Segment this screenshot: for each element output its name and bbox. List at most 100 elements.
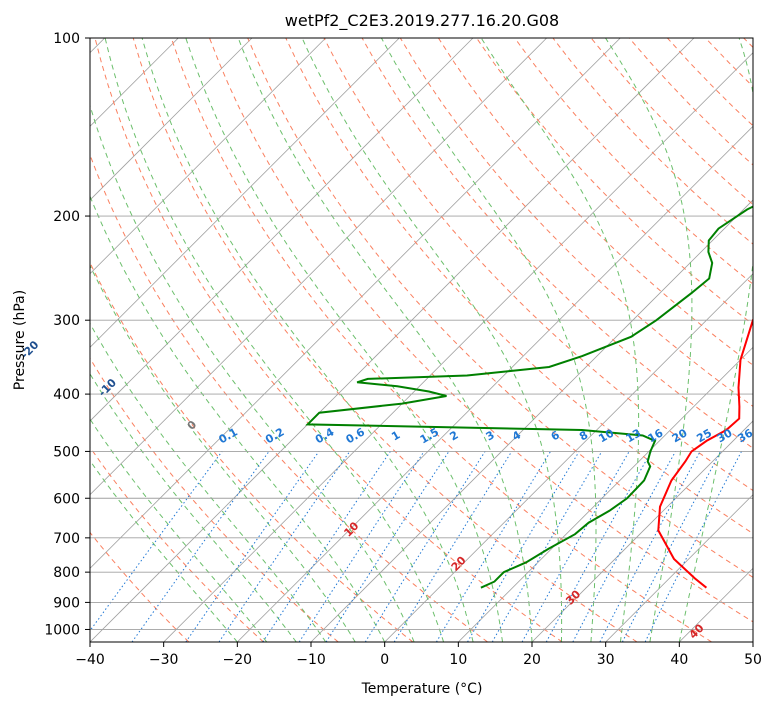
mixing-ratio-label: 3: [484, 428, 497, 443]
mixing-ratio-label: 1: [389, 428, 402, 443]
x-tick-label: −20: [223, 652, 253, 668]
dry-adiabat-line: [437, 38, 753, 366]
y-tick-label: 300: [53, 313, 80, 329]
x-tick-label: 10: [449, 652, 467, 668]
mixing-ratio-line: [521, 451, 630, 642]
dry-adiabat-line: [90, 357, 339, 642]
dry-adiabat-line: [170, 38, 712, 642]
isotherm-line: [458, 346, 753, 642]
mixing-ratio-line: [393, 451, 513, 642]
mixing-ratio-label: 25: [694, 426, 714, 445]
moist-adiabat-line: [301, 38, 563, 642]
mixing-ratio-line: [621, 451, 722, 642]
dewpoint-profile: [305, 205, 753, 589]
y-tick-label: 500: [53, 444, 80, 460]
moist-adiabat-line: [90, 418, 268, 642]
isotherm-line: [752, 641, 753, 642]
dry-adiabat-line: [94, 38, 563, 642]
x-tick-label: 50: [744, 652, 762, 668]
isotherm-line: [90, 38, 253, 201]
moist-adiabat-line: [605, 38, 693, 642]
temperature-profile: [657, 318, 753, 589]
isotherm-line: [679, 567, 753, 642]
y-tick-label: 900: [53, 595, 80, 611]
mixing-ratio-line: [364, 451, 486, 642]
mixing-ratio-label: 0.1: [216, 425, 239, 446]
x-tick-label: −40: [75, 652, 105, 668]
dry-adiabat-line: [90, 261, 414, 642]
dry-adiabat-label: 0: [185, 418, 200, 433]
y-tick-label: 800: [53, 565, 80, 581]
mixing-ratio-line: [435, 451, 552, 642]
mixing-ratio-label: 13: [624, 426, 644, 445]
x-tick-label: 20: [523, 652, 541, 668]
x-tick-label: 0: [380, 652, 389, 668]
moist-adiabat-line: [90, 264, 356, 642]
isotherm-line: [384, 273, 753, 642]
dry-adiabat-line: [90, 446, 264, 642]
isotherm-line: [531, 420, 753, 642]
dry-adiabat-label: 30: [563, 587, 583, 607]
mixing-ratio-line: [545, 451, 652, 642]
dry-adiabat-label: 40: [687, 621, 707, 641]
isotherm-line: [90, 38, 621, 569]
dry-adiabat-line: [285, 38, 753, 535]
moist-adiabat-line: [185, 38, 503, 642]
label-layer: 0.10.20.40.611.52346810131620253036-100-…: [18, 338, 755, 641]
mixing-ratio-line: [644, 451, 742, 642]
x-tick-label: 30: [597, 652, 615, 668]
grid-layer: [90, 38, 753, 642]
dry-adiabat-line: [247, 38, 753, 578]
data-layer: [305, 205, 753, 589]
moist-adiabat-line: [90, 372, 297, 642]
moist-adiabat-line: [90, 194, 386, 642]
y-tick-label: 1000: [44, 622, 80, 638]
isotherm-line: [90, 38, 326, 275]
y-tick-label: 600: [53, 491, 80, 507]
mixing-ratio-line: [298, 451, 425, 642]
mixing-ratio-label: 16: [646, 426, 666, 445]
y-tick-label: 400: [53, 387, 80, 403]
isotherm-line: [237, 125, 753, 642]
dry-adiabat-line: [399, 38, 753, 408]
dry-adiabat-line: [90, 153, 488, 642]
x-tick-label: −30: [149, 652, 179, 668]
x-tick-label: 40: [670, 652, 688, 668]
moist-adiabat-line: [90, 459, 238, 642]
mixing-ratio-line: [218, 451, 351, 642]
moist-adiabat-line: [141, 38, 474, 642]
dry-adiabat-line: [743, 38, 753, 49]
isotherm-line: [605, 494, 753, 642]
mixing-ratio-label: 0.6: [344, 425, 368, 446]
chart-title: wetPf2_C2E3.2019.277.16.20.G08: [285, 11, 559, 31]
axis-layer: −40 −30 −20 −10 0 10 20 30 40 5010020030040050060…: [44, 31, 762, 668]
mixing-ratio-label: 36: [735, 426, 755, 445]
mixing-ratio-label: 2: [448, 428, 461, 443]
mixing-ratio-line: [325, 451, 450, 642]
dry-adiabat-line: [705, 38, 753, 88]
y-axis-title: Pressure (hPa): [12, 290, 28, 390]
y-tick-label: 100: [53, 31, 80, 47]
y-tick-label: 200: [53, 209, 80, 225]
mixing-ratio-line: [185, 451, 320, 642]
isotherm-line: [90, 38, 400, 348]
plot-frame: [89, 37, 754, 643]
dry-adiabat-line: [90, 531, 190, 642]
moist-adiabat-line: [380, 38, 597, 642]
mixing-ratio-label: 0.4: [313, 425, 337, 446]
mixing-ratio-label: 10: [596, 426, 616, 445]
isotherm-line: [90, 38, 547, 496]
dry-adiabat-line: [514, 38, 753, 285]
isotherm-line: [90, 38, 474, 422]
mixing-ratio-line: [262, 451, 391, 642]
isotherm-line: [90, 38, 695, 642]
mixing-ratio-label: 1.5: [418, 425, 441, 446]
mixing-ratio-line: [467, 451, 580, 642]
moist-adiabat-line: [90, 322, 327, 642]
mixing-ratio-line: [572, 451, 676, 642]
x-tick-label: −10: [296, 652, 326, 668]
y-tick-label: 700: [53, 531, 80, 547]
moist-adiabat-line: [104, 38, 445, 642]
mixing-ratio-label: 20: [670, 426, 690, 445]
